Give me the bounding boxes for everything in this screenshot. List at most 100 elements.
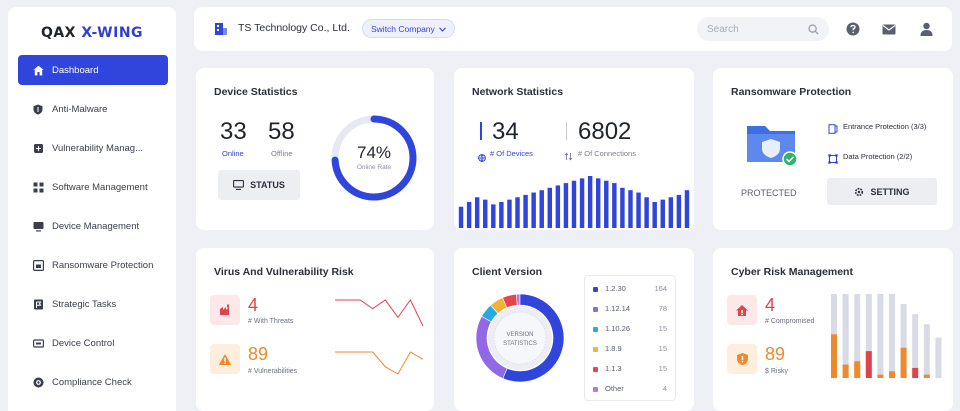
risky-label: $ Risky <box>765 368 788 375</box>
cyber-risk-bar-total <box>877 294 884 378</box>
entrance-protection: Entrance Protection (3/3) <box>843 122 927 131</box>
lock-box-icon <box>32 259 44 271</box>
logo-text-qax: QAX <box>40 25 82 41</box>
cyber-risk-bar-risky <box>889 371 895 378</box>
threat-trend-line <box>335 299 424 327</box>
online-rate-ring <box>331 115 417 201</box>
virus-vulnerability-title: Virus And Vulnerability Risk <box>214 266 354 278</box>
network-bar <box>531 192 536 228</box>
threat-trend-sparkline <box>335 299 424 327</box>
vuln-icon-box <box>210 344 240 374</box>
sidebar-item-compliance-check[interactable]: Compliance Check <box>18 367 168 397</box>
client-version-legend: 1.2.30 164 1.12.14 78 1.10.26 15 1.8.9 15 1.1.3 1… <box>584 275 676 401</box>
network-bar <box>555 185 561 228</box>
compromised-label: # Compromised <box>765 318 815 325</box>
network-bar <box>660 199 665 228</box>
sidebar-item-label: Strategic Tasks <box>52 298 117 310</box>
online-count: 33 <box>220 118 247 145</box>
legend-row: Other 4 <box>585 384 675 396</box>
legend-label: Other <box>605 384 624 393</box>
top-header: TS Technology Co., Ltd. Switch Company <box>194 7 952 51</box>
search-input[interactable] <box>707 23 803 35</box>
search-box <box>697 17 829 41</box>
logo-text-xwing: X-WING <box>81 25 144 41</box>
sidebar-item-dashboard[interactable]: Dashboard <box>18 55 168 85</box>
app-logo: QAX X-WING <box>8 25 176 41</box>
threats-count: 4 <box>248 295 259 315</box>
sidebar-item-device-management[interactable]: Device Management <box>18 211 168 241</box>
network-bar <box>523 194 528 228</box>
flag-icon <box>32 298 44 310</box>
sidebar-item-ransomware-protection[interactable]: Ransomware Protection <box>18 250 168 280</box>
donut-center-line2: STATISTICS <box>503 341 537 347</box>
client-version-card: Client Version VERSION STATISTICS 1.2.30… <box>454 248 694 411</box>
threat-icon-box <box>210 295 240 325</box>
sidebar-item-vulnerability-manag[interactable]: Vulnerability Manag... <box>18 133 168 163</box>
ransomware-protection-card: Ransomware Protection PROTECTED Entrance… <box>713 68 953 230</box>
setting-button[interactable]: SETTING <box>827 178 937 205</box>
user-icon[interactable] <box>917 20 935 38</box>
network-bar-chart <box>458 176 690 228</box>
arrows-updown-icon <box>564 148 573 166</box>
cyber-risk-bar-risky <box>865 351 872 378</box>
network-bar <box>676 194 682 228</box>
sidebar-item-device-control[interactable]: Device Control <box>18 328 168 358</box>
cyber-risk-bar-total <box>854 294 861 378</box>
cyber-risk-bar-total <box>889 294 895 378</box>
legend-label: 1.2.30 <box>605 284 626 293</box>
sidebar-item-label: Vulnerability Manag... <box>52 142 144 154</box>
cyber-risk-card: Cyber Risk Management 4 # Compromised 89… <box>713 248 953 411</box>
sidebar-item-strategic-tasks[interactable]: Strategic Tasks <box>18 289 168 319</box>
virus-icon <box>218 303 232 317</box>
protected-status: PROTECTED <box>741 188 797 198</box>
devices-count: 34 <box>492 118 519 145</box>
online-rate-arc <box>331 115 417 201</box>
status-button-label: STATUS <box>250 180 285 190</box>
gear-icon <box>854 187 864 197</box>
network-bar <box>636 192 641 228</box>
search-icon[interactable] <box>808 23 819 35</box>
network-bar <box>458 206 464 228</box>
cyber-risk-bar-total <box>900 304 907 378</box>
legend-label: 1.1.3 <box>605 364 622 373</box>
donut-slice <box>502 293 518 309</box>
devices-marker <box>480 122 482 140</box>
network-bar <box>620 187 625 228</box>
device-statistics-card: Device Statistics 33 Online 58 Offline S… <box>196 68 434 230</box>
client-version-donut: VERSION STATISTICS <box>475 293 565 383</box>
legend-value: 15 <box>658 324 667 333</box>
home-icon <box>32 64 44 76</box>
status-button[interactable]: STATUS <box>218 170 300 200</box>
sidebar-item-anti-malware[interactable]: Anti-Malware <box>18 94 168 124</box>
sidebar-item-label: Software Management <box>52 181 148 193</box>
network-bar <box>628 190 633 228</box>
network-bar <box>684 190 690 228</box>
switch-company-label: Switch Company <box>371 23 435 34</box>
network-bar <box>668 197 674 228</box>
help-icon[interactable] <box>844 20 862 38</box>
house-alert-icon <box>735 304 749 317</box>
network-bar <box>474 197 480 228</box>
switch-company-button[interactable]: Switch Company <box>362 19 455 38</box>
legend-value: 15 <box>658 364 667 373</box>
donut-slice <box>481 304 499 323</box>
sidebar-item-label: Device Control <box>52 337 115 349</box>
mail-icon[interactable] <box>880 20 898 38</box>
donut-slice <box>502 293 565 383</box>
shield-icon <box>32 103 44 115</box>
connections-count: 6802 <box>578 118 632 145</box>
network-bar <box>587 176 593 228</box>
setting-button-label: SETTING <box>870 186 910 197</box>
device-statistics-title: Device Statistics <box>214 86 298 98</box>
folder-shield-icon <box>747 126 798 167</box>
risky-count: 89 <box>765 344 786 364</box>
sidebar-item-software-management[interactable]: Software Management <box>18 172 168 202</box>
cyber-risk-bar-risky <box>923 374 930 378</box>
vulnerability-trend-sparkline <box>335 351 424 375</box>
connections-label: # Of Connections <box>578 149 636 158</box>
cyber-risk-bar-risky <box>900 347 907 378</box>
legend-row: 1.8.9 15 <box>585 344 675 356</box>
online-rate-value: 74% <box>356 143 392 162</box>
legend-row: 1.2.30 164 <box>585 284 675 296</box>
online-label: Online <box>222 149 244 158</box>
